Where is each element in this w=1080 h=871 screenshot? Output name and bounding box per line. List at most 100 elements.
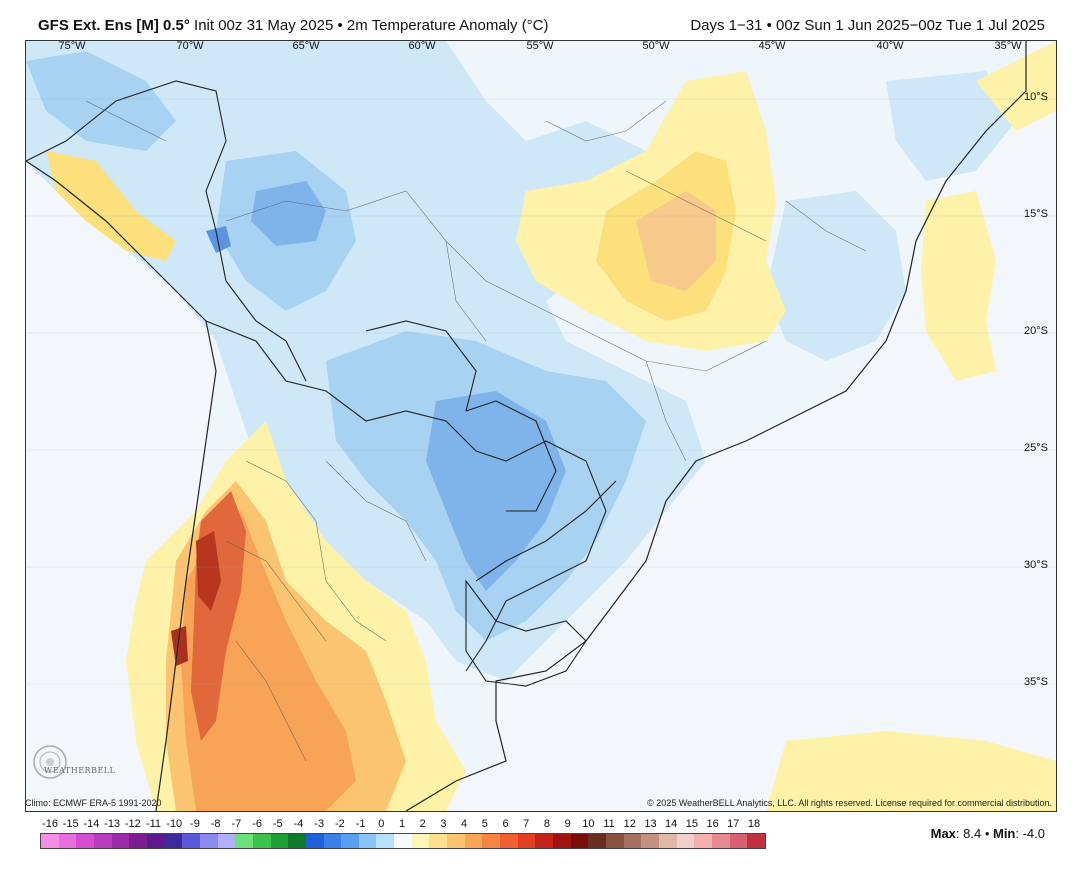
colorbar-tick-label: 0	[378, 818, 385, 830]
colorbar	[40, 833, 766, 849]
cool-anomaly-northeast	[886, 71, 1016, 181]
colorbar-tick-label: -8	[210, 818, 221, 830]
max-label: Max	[930, 826, 956, 841]
colorbar-tick-label: 2	[419, 818, 426, 830]
logo-text: WEATHERBELL	[44, 766, 116, 775]
colorbar-cell	[235, 834, 253, 848]
colorbar-cell	[341, 834, 359, 848]
colorbar-tick-label: -13	[104, 818, 121, 830]
longitude-label: 35°W	[994, 40, 1022, 52]
colorbar-tick-label: 8	[543, 818, 550, 830]
warm-anomaly-sea-south	[766, 731, 1056, 811]
colorbar-labels: -16 -15 -14 -13 -12 -11 -10 -9 -8 -7 -6 -5 -4 -3 -2 -1 0…	[40, 818, 764, 832]
colorbar-cell	[270, 834, 289, 848]
latitude-label: 10°S	[1024, 91, 1048, 103]
longitude-label: 65°W	[292, 40, 320, 52]
colorbar-cell	[146, 834, 165, 848]
colorbar-tick-label: 3	[440, 818, 447, 830]
colorbar-cell	[553, 834, 571, 848]
colorbar-cell	[41, 834, 59, 848]
warm-anomaly-coast	[921, 191, 996, 381]
colorbar-cell	[482, 834, 501, 848]
colorbar-tick-label: -12	[124, 818, 141, 830]
colorbar-cell	[464, 834, 483, 848]
colorbar-cell	[570, 834, 589, 848]
colorbar-cell	[358, 834, 377, 848]
colorbar-cell	[252, 834, 271, 848]
coastline	[26, 41, 1027, 811]
longitude-label: 40°W	[876, 40, 904, 52]
colorbar-tick-label: 9	[564, 818, 571, 830]
colorbar-tick-label: -9	[190, 818, 200, 830]
colorbar-tick-label: 10	[582, 818, 595, 830]
warm-anomaly-north-andes	[46, 151, 176, 261]
colorbar-tick-label: -7	[231, 818, 242, 830]
colorbar-cell	[182, 834, 200, 848]
colorbar-cell	[447, 834, 465, 848]
colorbar-cell	[747, 834, 765, 848]
colorbar-cell	[535, 834, 554, 848]
colorbar-tick-label: -5	[272, 818, 283, 830]
colorbar-cell	[676, 834, 695, 848]
init-description: Init 00z 31 May 2025 • 2m Temperature An…	[189, 17, 549, 34]
colorbar-tick-label: -2	[334, 818, 345, 830]
colorbar-cell	[623, 834, 642, 848]
longitude-label: 55°W	[526, 40, 554, 52]
longitude-label: 60°W	[408, 40, 436, 52]
valid-period: Days 1−31 • 00z Sun 1 Jun 2025−00z Tue 1…	[690, 17, 1045, 34]
colorbar-cell	[658, 834, 677, 848]
colorbar-tick-label: -6	[252, 818, 262, 830]
colorbar-tick-label: -3	[314, 818, 325, 830]
graticule	[26, 98, 1056, 685]
colorbar-cell	[606, 834, 624, 848]
latitude-label: 35°S	[1024, 676, 1048, 688]
colorbar-tick-label: -1	[355, 818, 366, 830]
latitude-label: 30°S	[1024, 559, 1048, 571]
colorbar-cell	[694, 834, 712, 848]
colorbar-cell	[305, 834, 324, 848]
min-label: Min	[992, 826, 1016, 841]
colorbar-tick-label: 7	[523, 818, 530, 830]
colorbar-cell	[111, 834, 130, 848]
colorbar-tick-label: 12	[623, 818, 636, 830]
colorbar-tick-label: 15	[685, 818, 698, 830]
colorbar-tick-label: 6	[502, 818, 509, 830]
latitude-label: 25°S	[1024, 442, 1048, 454]
colorbar-cell	[129, 834, 147, 848]
logo-swirl-icon	[33, 745, 67, 779]
anomaly-map	[26, 41, 1056, 811]
colorbar-cell	[93, 834, 112, 848]
colorbar-tick-label: -10	[166, 818, 183, 830]
colorbar-cell	[588, 834, 606, 848]
colorbar-cell	[711, 834, 730, 848]
colorbar-tick-label: -16	[42, 818, 58, 830]
colorbar-tick-label: 18	[747, 818, 761, 830]
colorbar-tick-label: -11	[145, 818, 162, 830]
colorbar-cell	[517, 834, 536, 848]
colorbar-tick-label: 14	[665, 818, 678, 830]
colorbar-cell	[217, 834, 236, 848]
warm-anomaly-andes-darkred	[196, 531, 221, 611]
colorbar-tick-label: 16	[706, 818, 719, 830]
map-panel	[25, 40, 1057, 812]
colorbar-tick-label: -14	[83, 818, 100, 830]
colorbar-cell	[729, 834, 748, 848]
model-name: GFS Ext. Ens [M] 0.5°	[38, 17, 190, 34]
cool-anomaly-core-peru	[206, 226, 231, 253]
colorbar-tick-label: -4	[293, 818, 304, 830]
longitude-label: 45°W	[758, 40, 786, 52]
colorbar-tick-label: 5	[481, 818, 488, 830]
colorbar-cell	[429, 834, 448, 848]
latitude-label: 20°S	[1024, 325, 1048, 337]
colorbar-cell	[394, 834, 412, 848]
map-title: GFS Ext. Ens [M] 0.5° Init 00z 31 May 20…	[38, 17, 549, 34]
colorbar-cell	[288, 834, 306, 848]
colorbar-tick-label: 17	[727, 818, 740, 830]
colorbar-tick-label: -15	[62, 818, 79, 830]
longitude-label: 70°W	[176, 40, 204, 52]
colorbar-cell	[58, 834, 77, 848]
cool-anomaly-core-bolivia	[251, 181, 326, 246]
warm-anomaly-andes-darkred-south	[171, 626, 188, 666]
colorbar-cell	[411, 834, 430, 848]
colorbar-cell	[500, 834, 518, 848]
